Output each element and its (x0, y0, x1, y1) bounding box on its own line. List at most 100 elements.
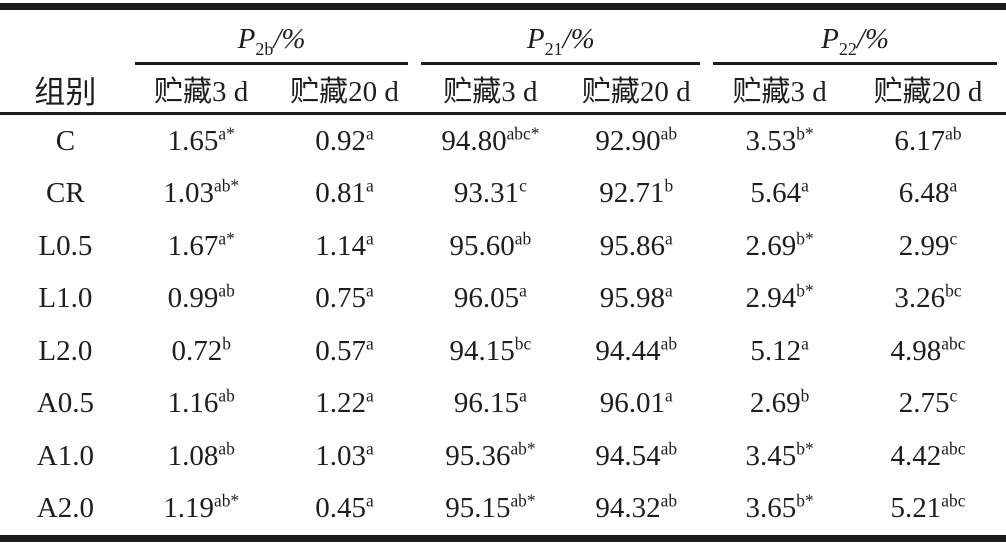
cell-value: 4.98 (890, 334, 942, 367)
cell-value: 3.53 (745, 124, 797, 157)
table-cell: 94.15bc (417, 325, 563, 378)
p-unit: /% (273, 23, 306, 55)
table-cell: 92.90ab (563, 114, 709, 168)
cell-value: 92.71 (599, 177, 665, 210)
subheader-p22-20d: 贮藏20 d (850, 65, 1006, 115)
subheader-p21-20d: 贮藏20 d (563, 65, 710, 115)
table-cell: 3.45b* (709, 430, 850, 483)
p-subscript: 21 (544, 38, 563, 59)
cell-value: 95.86 (599, 229, 665, 262)
table-cell: 5.64a (709, 168, 850, 221)
cell-value: 0.75 (315, 282, 367, 315)
table-row: A2.0 1.19ab* 0.45a 95.15ab* 94.32ab 3.65… (0, 483, 1006, 539)
cell-superscript: a (801, 175, 809, 196)
table-cell: 1.03a (272, 430, 418, 483)
table-cell: 2.99c (850, 220, 1006, 273)
cell-superscript: abc (941, 490, 966, 511)
cell-superscript: a (665, 385, 673, 406)
cell-value: 0.57 (315, 334, 367, 367)
table-cell: 2.69b* (709, 220, 850, 273)
p-subscript: 2b (255, 38, 274, 59)
cell-superscript: ab (945, 123, 962, 144)
cell-value: 2.69 (749, 387, 801, 420)
table-cell: 1.16ab (131, 378, 272, 431)
cell-superscript: a (366, 438, 374, 459)
cell-value: 1.08 (167, 439, 219, 472)
p-symbol: P (821, 23, 839, 55)
cell-value: 0.72 (171, 334, 223, 367)
col-group-p22: P22/% (709, 7, 1006, 65)
table-row: A1.0 1.08ab 1.03a 95.36ab* 94.54ab 3.45b… (0, 430, 1006, 483)
table-cell: 94.80abc* (417, 114, 563, 168)
col-group-p21: P21/% (417, 7, 709, 65)
subheader-p22-3d: 贮藏3 d (709, 65, 850, 115)
table-cell: 95.36ab* (417, 430, 563, 483)
table-cell: 96.01a (563, 378, 709, 431)
cell-value: 0.99 (167, 282, 219, 315)
cell-superscript: a (366, 333, 374, 354)
table-cell: 96.05a (417, 273, 563, 326)
cell-value: 6.48 (898, 177, 950, 210)
cell-superscript: c (949, 228, 958, 249)
cell-superscript: b (800, 385, 810, 406)
table-row: CR 1.03ab* 0.81a 93.31c 92.71b 5.64a 6.4… (0, 168, 1006, 221)
cell-value: 1.03 (163, 177, 214, 210)
table-cell: 94.54ab (563, 430, 709, 483)
cell-superscript: ab (660, 333, 678, 354)
table-cell: 1.03ab* (131, 168, 272, 221)
header-subheader-row: 贮藏3 d 贮藏20 d 贮藏3 d 贮藏20 d 贮藏3 d 贮藏20 d (0, 65, 1006, 115)
cell-value: 1.65 (167, 124, 219, 157)
cell-superscript: a (366, 385, 374, 406)
cell-superscript: ab (218, 438, 235, 459)
cell-superscript: bc (514, 333, 532, 354)
cell-superscript: b (222, 333, 231, 354)
p-symbol: P (237, 23, 256, 55)
table-cell: 0.72b (131, 325, 272, 378)
table-cell: 5.12a (709, 325, 850, 378)
cell-value: 2.69 (745, 229, 797, 262)
table-cell: 0.45a (272, 483, 418, 539)
cell-superscript: a* (218, 123, 235, 144)
cell-superscript: b* (796, 228, 814, 249)
cell-superscript: b* (796, 490, 814, 511)
table-cell: 0.92a (272, 114, 418, 168)
table-row: L1.0 0.99ab 0.75a 96.05a 95.98a 2.94b* 3… (0, 273, 1006, 326)
cell-value: 96.01 (599, 387, 665, 420)
cell-value: 2.75 (898, 387, 950, 420)
cell-value: 2.99 (898, 229, 950, 262)
cell-value: 94.44 (595, 334, 661, 367)
cell-value: 95.60 (449, 229, 515, 262)
cell-superscript: ab (218, 280, 235, 301)
table-cell: 93.31c (417, 168, 563, 221)
cell-value: 95.98 (599, 282, 665, 315)
cell-superscript: ab* (510, 438, 536, 459)
table-cell: 95.98a (563, 273, 709, 326)
table-cell: 1.67a* (131, 220, 272, 273)
table-cell: 4.42abc (850, 430, 1006, 483)
cell-value: 92.90 (595, 124, 661, 157)
table-header: 组别 P2b/% P21/% P22/% 贮藏3 d 贮藏20 d 贮藏3 d … (0, 6, 1006, 115)
cell-value: 0.81 (315, 177, 367, 210)
table-cell: 3.26bc (850, 273, 1006, 326)
header-spanner-row: 组别 P2b/% P21/% P22/% (0, 6, 1006, 115)
cell-value: 6.17 (894, 124, 946, 157)
cell-value: 94.80 (441, 124, 507, 157)
cell-value: 5.12 (750, 334, 802, 367)
table-cell: 95.15ab* (417, 483, 563, 539)
cell-superscript: ab* (213, 490, 240, 511)
cell-superscript: c (949, 385, 958, 406)
cell-value: 1.16 (167, 387, 219, 420)
table-cell: 0.75a (272, 273, 418, 326)
table-cell: 94.32ab (563, 483, 709, 539)
table-cell: 96.15a (417, 378, 563, 431)
p-unit: /% (562, 23, 595, 55)
p-unit: /% (856, 23, 890, 55)
p-symbol: P (526, 23, 545, 55)
col-group-p2b-label: P2b/% (134, 23, 409, 65)
row-group-label: L2.0 (38, 334, 93, 367)
cell-value: 1.14 (315, 229, 367, 262)
row-group-label: C (55, 124, 76, 157)
table-cell: 4.98abc (850, 325, 1006, 378)
table-cell: 3.53b* (709, 114, 850, 168)
cell-value: 95.15 (445, 492, 511, 525)
